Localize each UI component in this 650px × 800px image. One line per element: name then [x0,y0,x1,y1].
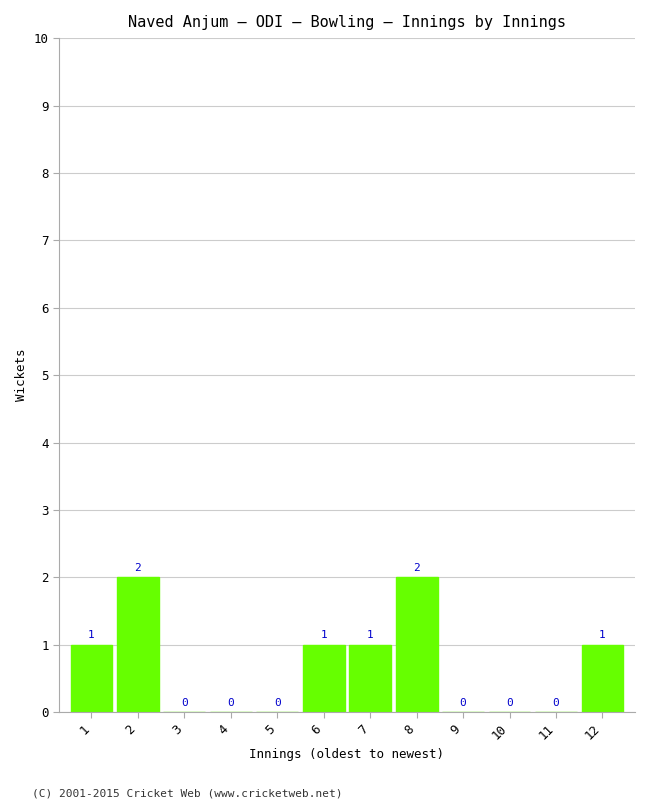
Title: Naved Anjum – ODI – Bowling – Innings by Innings: Naved Anjum – ODI – Bowling – Innings by… [128,15,566,30]
Text: 1: 1 [88,630,95,640]
Text: 0: 0 [460,698,467,708]
X-axis label: Innings (oldest to newest): Innings (oldest to newest) [250,748,445,761]
Bar [303,645,345,712]
Text: 2: 2 [135,562,141,573]
Text: 1: 1 [320,630,327,640]
Text: 2: 2 [413,562,420,573]
Text: 0: 0 [552,698,560,708]
Text: 1: 1 [367,630,374,640]
Text: 0: 0 [181,698,188,708]
Bar [396,578,437,712]
Bar [117,578,159,712]
Bar [71,645,112,712]
Bar [349,645,391,712]
Y-axis label: Wickets: Wickets [15,349,28,402]
Text: 0: 0 [227,698,234,708]
Text: 0: 0 [506,698,513,708]
Text: 1: 1 [599,630,606,640]
Bar [582,645,623,712]
Text: 0: 0 [274,698,281,708]
Text: (C) 2001-2015 Cricket Web (www.cricketweb.net): (C) 2001-2015 Cricket Web (www.cricketwe… [32,788,343,798]
